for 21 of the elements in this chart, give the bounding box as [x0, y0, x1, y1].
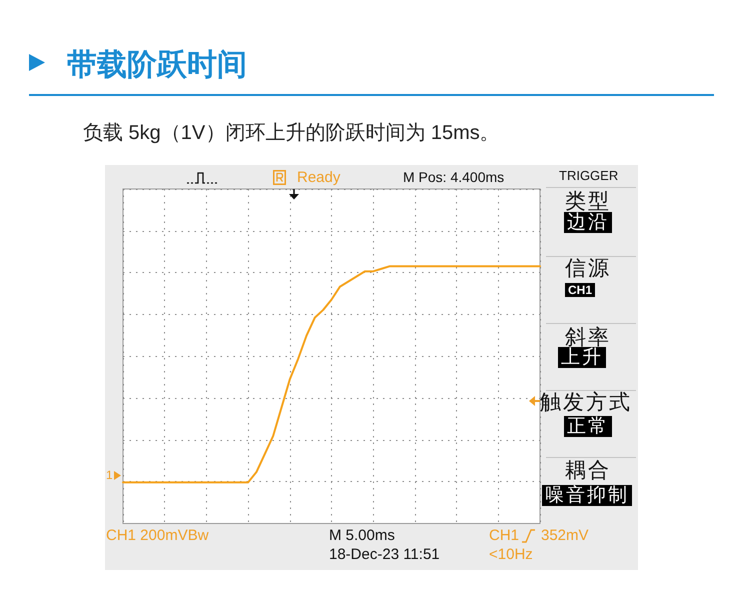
text: 1 [106, 468, 113, 482]
text: 类型 [565, 190, 611, 213]
text: CH1 [489, 527, 520, 544]
text: <10Hz [489, 546, 533, 563]
text: 噪音抑制 [542, 485, 632, 506]
text: Ready [297, 169, 340, 186]
text: 正常 [564, 416, 612, 437]
text: 耦合 [565, 459, 611, 482]
text: M Pos: 4.400ms [403, 169, 504, 185]
chart-title: 带载阶跃时间 [67, 48, 247, 82]
text: TRIGGER [559, 168, 618, 183]
annotation: 触发方式 [540, 391, 632, 414]
text: 352mV [541, 527, 589, 544]
text: 边沿 [564, 212, 612, 233]
text: 上升 [558, 347, 606, 368]
chart-subtitle: 负载 5kg（1V）闭环上升的阶跃时间为 15ms。 [83, 122, 500, 144]
text: CH1 [564, 283, 596, 297]
text: M 5.00ms [329, 527, 395, 544]
text: 18-Dec-23 11:51 [329, 546, 440, 563]
text: CH1 200mVBw [106, 527, 209, 544]
text: 信源 [565, 257, 611, 280]
